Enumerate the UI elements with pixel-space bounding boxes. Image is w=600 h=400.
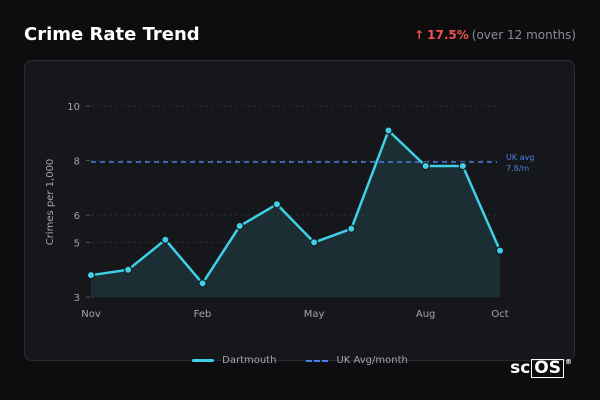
y-tick-label: 3 (74, 293, 80, 304)
legend-swatch-solid (192, 359, 215, 362)
y-tick-label: 5 (74, 238, 80, 249)
data-point[interactable] (421, 161, 430, 171)
y-tick-label: 10 (67, 102, 80, 113)
legend-label-series: Dartmouth (222, 355, 277, 366)
x-tick-label: Oct (491, 309, 508, 320)
x-tick-label: Nov (81, 309, 101, 320)
series-line (90, 129, 502, 285)
y-tick-label: 8 (74, 157, 80, 168)
change-note: (over 12 months) (471, 28, 576, 42)
data-point[interactable] (272, 200, 282, 209)
reference-label-line1: UK avg (506, 153, 534, 162)
x-tick-label: May (304, 309, 325, 320)
reference-label-line2: 7.8/m (506, 164, 529, 173)
legend-item-series[interactable]: Dartmouth (192, 355, 276, 366)
reference-line-group: UK avg 7.8/m (91, 153, 534, 173)
legend-item-reference[interactable]: UK Avg/month (306, 355, 408, 366)
data-point[interactable] (86, 270, 96, 280)
data-point[interactable] (161, 235, 170, 244)
data-point[interactable] (123, 265, 133, 274)
legend-swatch-dashed (306, 359, 329, 362)
series-points (86, 126, 505, 288)
data-point[interactable] (235, 221, 244, 231)
data-point[interactable] (198, 279, 207, 288)
trend-up-icon: ↑ (414, 28, 425, 42)
x-axis-ticks: Nov Feb May Aug Oct (81, 309, 508, 320)
data-point[interactable] (458, 161, 468, 171)
y-tick-label: 6 (74, 211, 80, 222)
logo-registered-mark: ® (565, 358, 572, 366)
chart-title: Crime Rate Trend (24, 24, 200, 45)
scos-logo: sc OS ® (510, 358, 572, 378)
x-tick-label: Feb (194, 309, 212, 320)
data-point[interactable] (384, 126, 393, 135)
change-percent: 17.5% (427, 28, 469, 42)
change-indicator: ↑ 17.5% (over 12 months) (414, 28, 576, 42)
data-point[interactable] (309, 238, 319, 247)
legend: Dartmouth UK Avg/month (0, 355, 600, 366)
logo-text-a: sc (510, 358, 531, 378)
legend-label-reference: UK Avg/month (336, 355, 408, 366)
x-tick-label: Aug (416, 309, 436, 320)
data-point[interactable] (495, 246, 505, 255)
data-point[interactable] (347, 224, 356, 233)
series-area (91, 130, 500, 297)
y-axis-ticks: 3 5 6 8 10 (67, 102, 90, 304)
y-axis-label: Crimes per 1,000 (45, 159, 56, 246)
logo-text-b: OS (531, 358, 564, 378)
